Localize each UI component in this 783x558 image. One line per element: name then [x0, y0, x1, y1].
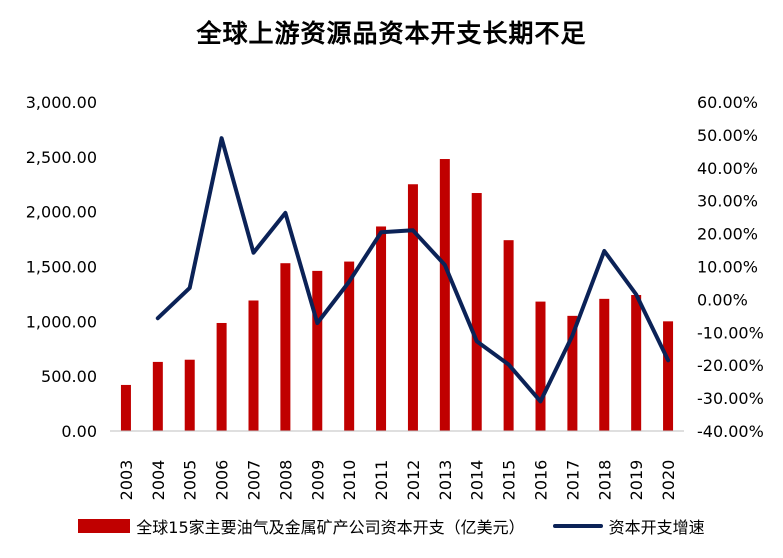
x-axis-tick-label: 2011 — [372, 460, 391, 501]
x-axis-tick-label: 2013 — [436, 460, 455, 501]
bar — [503, 240, 514, 431]
x-axis-tick-label: 2012 — [404, 460, 423, 501]
x-axis-tick-label: 2016 — [532, 460, 551, 501]
bar — [407, 184, 418, 431]
bar-series — [120, 159, 674, 431]
right-axis-tick-label: 20.00% — [697, 225, 758, 244]
bar — [312, 270, 323, 431]
x-axis: 2003 2004 2005 2006 2007 2008 2009 2010 2011 2012… — [110, 430, 684, 501]
left-axis-tick-label: 1,000.00 — [26, 312, 97, 331]
right-axis-tick-label: 40.00% — [697, 159, 758, 178]
x-axis-tick-label: 2005 — [181, 460, 200, 501]
legend-item-bar: 全球15家主要油气及金属矿产公司资本开支（亿美元） — [78, 514, 525, 538]
line-series — [155, 136, 671, 404]
bar — [376, 226, 387, 431]
bar — [631, 295, 642, 431]
legend-label-bar: 全球15家主要油气及金属矿产公司资本开支（亿美元） — [136, 518, 525, 537]
legend: 全球15家主要油气及金属矿产公司资本开支（亿美元） 资本开支增速 — [0, 514, 783, 538]
right-axis-tick-label: 60.00% — [697, 93, 758, 112]
left-axis-tick-label: 2,500.00 — [26, 148, 97, 167]
bar — [280, 263, 291, 431]
x-axis-tick-label: 2020 — [659, 460, 678, 501]
growth-line — [155, 136, 671, 404]
right-axis-tick-label: -10.00% — [697, 323, 764, 342]
legend-label-line: 资本开支增速 — [608, 518, 705, 537]
legend-swatch-line — [552, 524, 603, 528]
bar — [152, 361, 163, 431]
left-axis: 0.00 500.00 1,000.00 1,500.00 2,000.00 2,500.… — [26, 93, 97, 441]
bar — [344, 261, 355, 431]
bar — [663, 321, 674, 431]
bar — [248, 300, 259, 431]
left-axis-tick-label: 1,500.00 — [26, 258, 97, 277]
x-axis-tick-label: 2010 — [340, 460, 359, 501]
right-axis: -40.00% -30.00% -20.00% -10.00% 0.00% 10.00% 2… — [697, 93, 764, 441]
x-axis-tick-label: 2018 — [595, 460, 614, 501]
bar — [184, 359, 195, 431]
x-axis-tick-label: 2014 — [468, 460, 487, 501]
x-axis-tick-label: 2019 — [627, 460, 646, 501]
x-axis-tick-label: 2017 — [563, 460, 582, 501]
bar — [216, 322, 227, 431]
bar — [567, 315, 578, 431]
bar — [120, 384, 131, 431]
x-axis-tick-label: 2015 — [500, 460, 519, 501]
bar — [471, 193, 482, 431]
left-axis-tick-label: 3,000.00 — [26, 93, 97, 112]
legend-item-line: 资本开支增速 — [552, 514, 705, 538]
left-axis-tick-label: 2,000.00 — [26, 203, 97, 222]
x-axis-tick-label: 2003 — [117, 460, 136, 501]
bar — [535, 301, 546, 431]
bar — [439, 159, 450, 431]
chart-title: 全球上游资源品资本开支长期不足 — [196, 19, 587, 48]
left-axis-tick-label: 0.00 — [61, 422, 97, 441]
x-axis-tick-label: 2004 — [149, 460, 168, 501]
right-axis-tick-label: 30.00% — [697, 192, 758, 211]
x-axis-tick-label: 2008 — [276, 460, 295, 501]
bar — [599, 298, 610, 431]
left-axis-tick-label: 500.00 — [41, 367, 97, 386]
x-axis-tick-label: 2009 — [308, 460, 327, 501]
x-axis-tick-label: 2007 — [245, 460, 264, 501]
right-axis-tick-label: -40.00% — [697, 422, 764, 441]
right-axis-tick-label: 50.00% — [697, 126, 758, 145]
legend-swatch-bar — [78, 519, 131, 533]
x-axis-tick-label: 2006 — [213, 460, 232, 501]
right-axis-tick-label: 10.00% — [697, 258, 758, 277]
right-axis-tick-label: -20.00% — [697, 356, 764, 375]
right-axis-tick-label: -30.00% — [697, 389, 764, 408]
right-axis-tick-label: 0.00% — [697, 290, 748, 309]
